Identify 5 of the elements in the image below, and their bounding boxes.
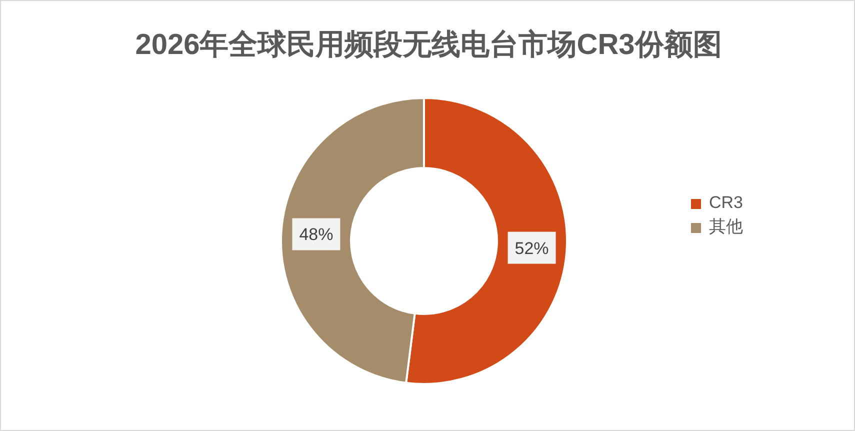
legend-label: CR3 bbox=[709, 193, 744, 212]
data-label: 48% bbox=[299, 224, 334, 244]
data-label: 52% bbox=[514, 238, 549, 258]
chart-title: 2026年全球民用频段无线电台市场CR3份额图 bbox=[134, 28, 723, 63]
legend-label: 其他 bbox=[709, 217, 743, 236]
